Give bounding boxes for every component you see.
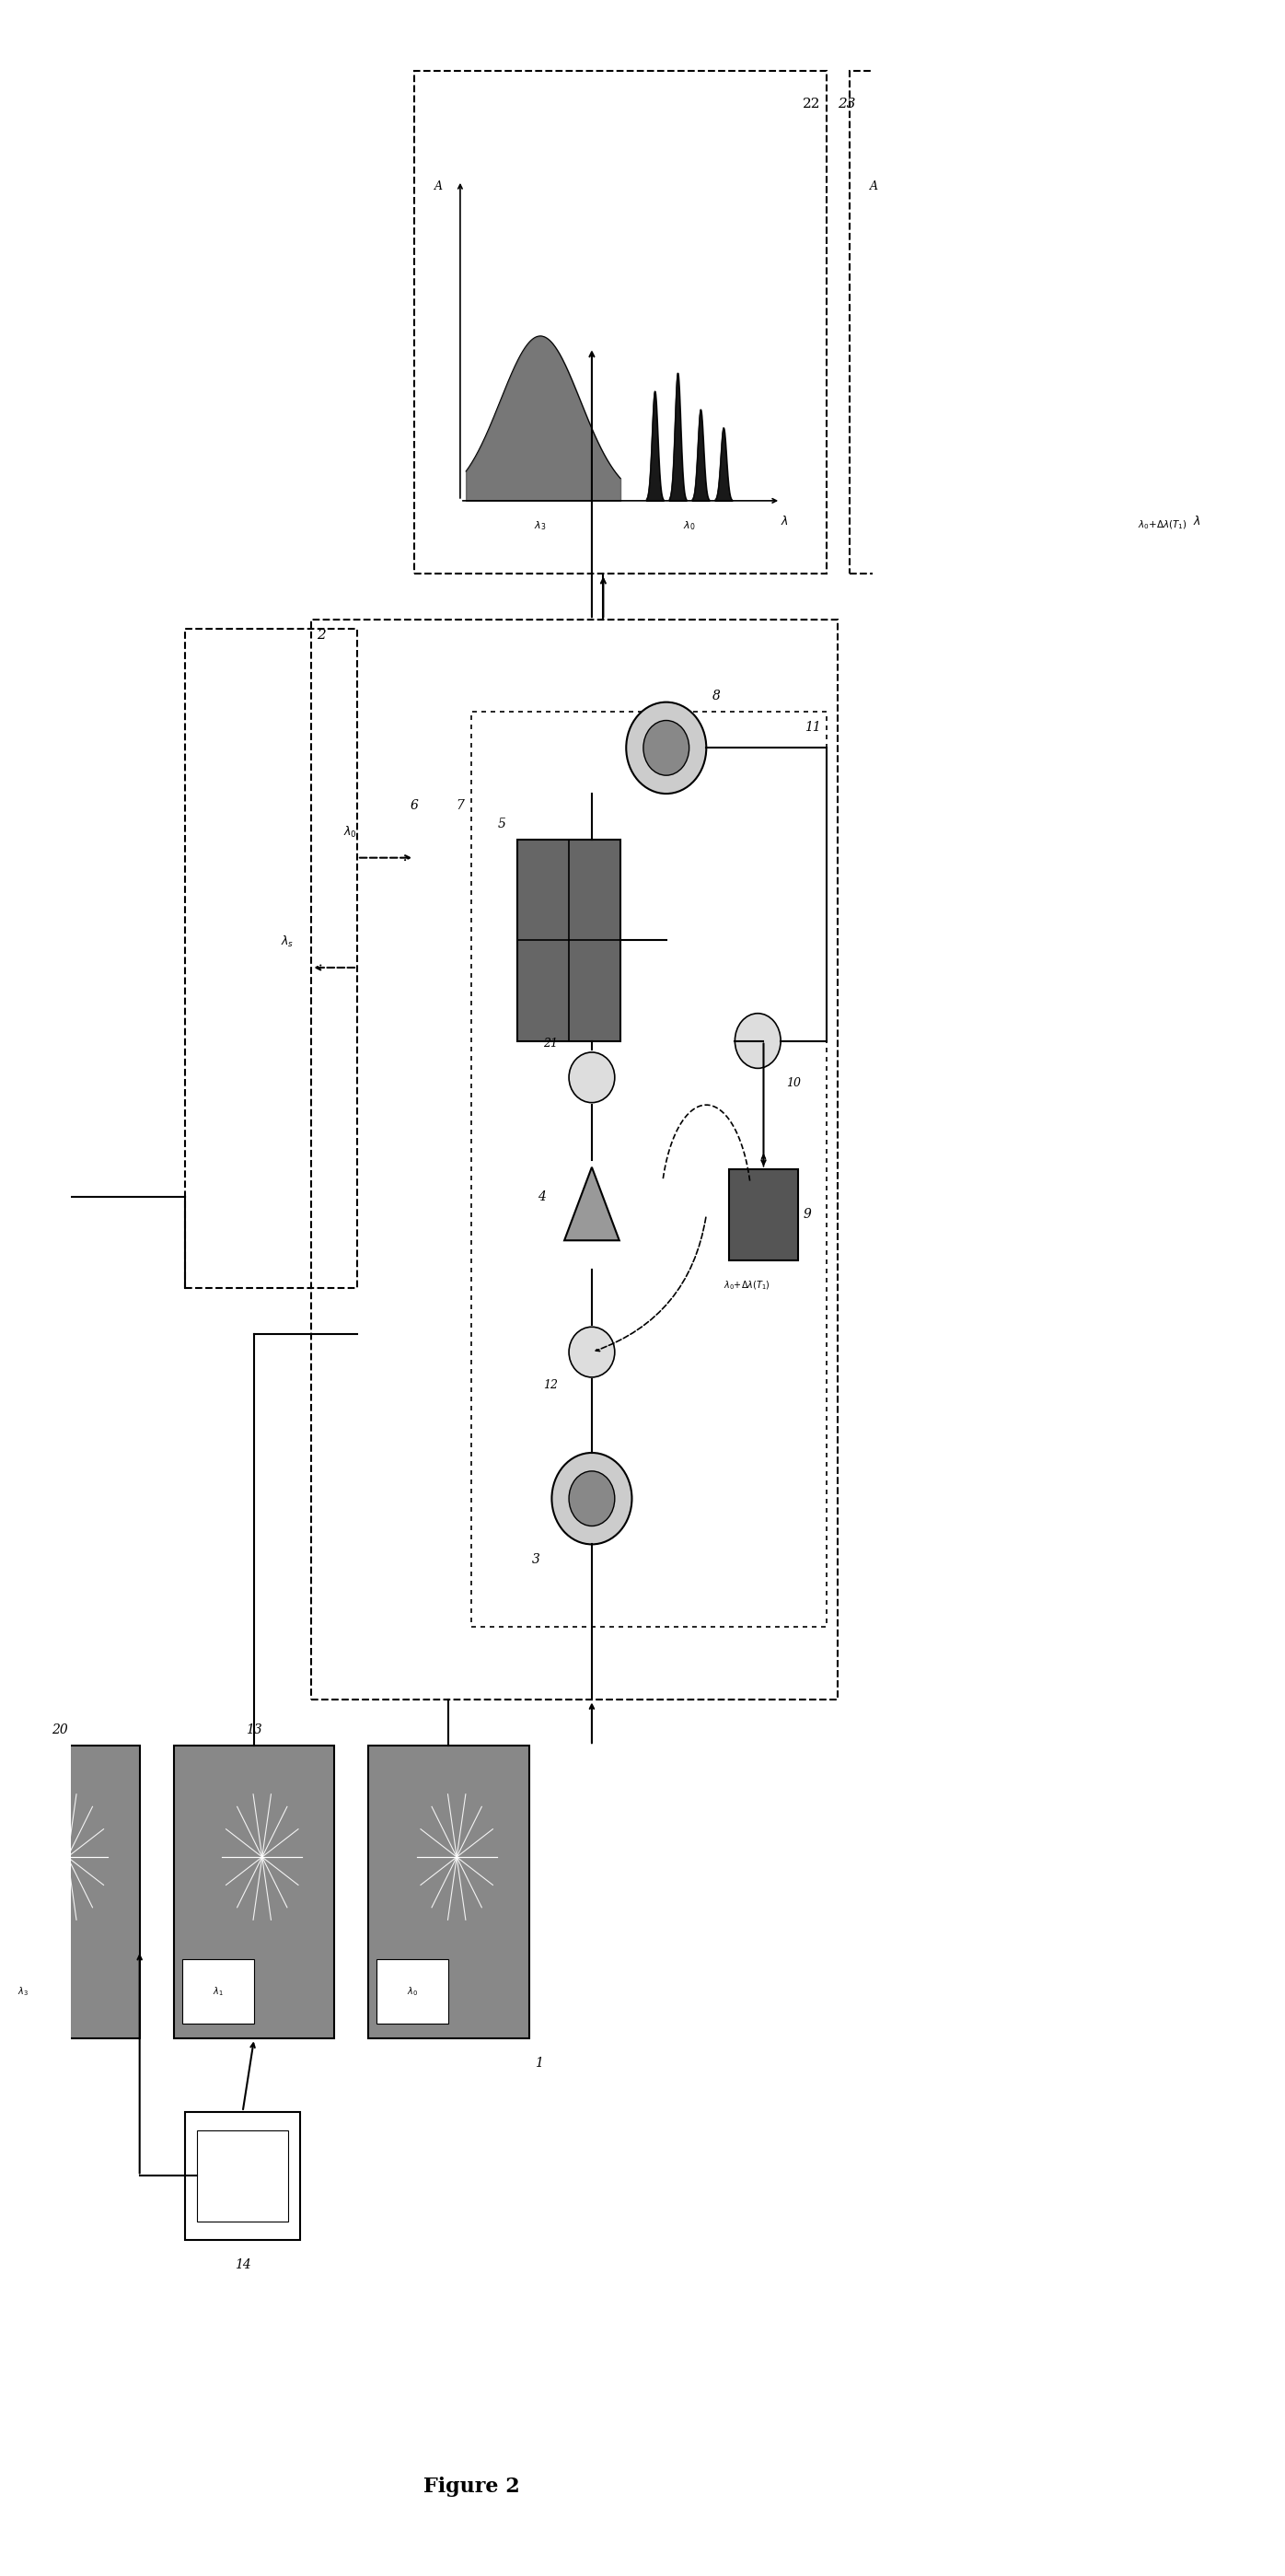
Text: 1: 1 [535, 2058, 542, 2071]
Ellipse shape [569, 1327, 614, 1378]
Bar [377, 1960, 448, 2025]
Text: A: A [434, 180, 443, 193]
Text: 20: 20 [51, 1723, 68, 1736]
Text: Figure 2: Figure 2 [423, 2476, 520, 2496]
Text: 8: 8 [712, 690, 720, 703]
Ellipse shape [569, 1471, 614, 1525]
Text: $\lambda_s$: $\lambda_s$ [281, 935, 294, 951]
Text: 3: 3 [532, 1553, 540, 1566]
Bar [849, 70, 1239, 574]
Text: 2: 2 [317, 629, 326, 641]
Text: $\lambda_0$: $\lambda_0$ [682, 518, 695, 531]
Text: 23: 23 [838, 98, 856, 111]
Text: 11: 11 [804, 721, 821, 734]
Ellipse shape [735, 1012, 781, 1069]
Text: $\lambda_0$: $\lambda_0$ [343, 824, 357, 840]
Text: 14: 14 [234, 2259, 251, 2272]
Text: 9: 9 [803, 1208, 812, 1221]
Bar [414, 70, 826, 574]
Bar [472, 711, 826, 1625]
Text: 12: 12 [542, 1381, 558, 1391]
Text: $\lambda_1$: $\lambda_1$ [212, 1986, 224, 1999]
Ellipse shape [644, 721, 689, 775]
Text: $\lambda_0{+}\Delta\lambda(T_1)$: $\lambda_0{+}\Delta\lambda(T_1)$ [723, 1278, 770, 1291]
Ellipse shape [626, 703, 707, 793]
Polygon shape [564, 1167, 619, 1242]
Bar [173, 1747, 334, 2038]
Bar [197, 2130, 288, 2221]
Text: A: A [870, 180, 878, 193]
Text: 7: 7 [456, 799, 464, 811]
Text: $\lambda$: $\lambda$ [1192, 515, 1200, 528]
Ellipse shape [569, 1051, 614, 1103]
Ellipse shape [551, 1453, 632, 1546]
Text: 5: 5 [497, 817, 506, 829]
Text: 6: 6 [410, 799, 419, 811]
Text: 22: 22 [803, 98, 821, 111]
Bar [369, 1747, 529, 2038]
Bar [729, 1170, 798, 1260]
Bar [0, 1747, 140, 2038]
Text: 21: 21 [542, 1038, 558, 1051]
Text: $\lambda_3$: $\lambda_3$ [18, 1986, 30, 1999]
Text: 4: 4 [538, 1190, 546, 1203]
Bar [185, 2112, 299, 2241]
Bar [185, 629, 357, 1288]
Text: $\lambda$: $\lambda$ [781, 515, 789, 528]
Bar [0, 1960, 59, 2025]
Text: 13: 13 [245, 1723, 262, 1736]
Bar [311, 621, 838, 1700]
Text: $\lambda_0{+}\Delta\lambda(T_1)$: $\lambda_0{+}\Delta\lambda(T_1)$ [1137, 518, 1187, 531]
Bar [182, 1960, 254, 2025]
Text: $\lambda_0$: $\lambda_0$ [407, 1986, 418, 1999]
Text: $\lambda_3$: $\lambda_3$ [535, 518, 546, 531]
Bar [518, 840, 621, 1041]
Text: 10: 10 [786, 1077, 801, 1090]
